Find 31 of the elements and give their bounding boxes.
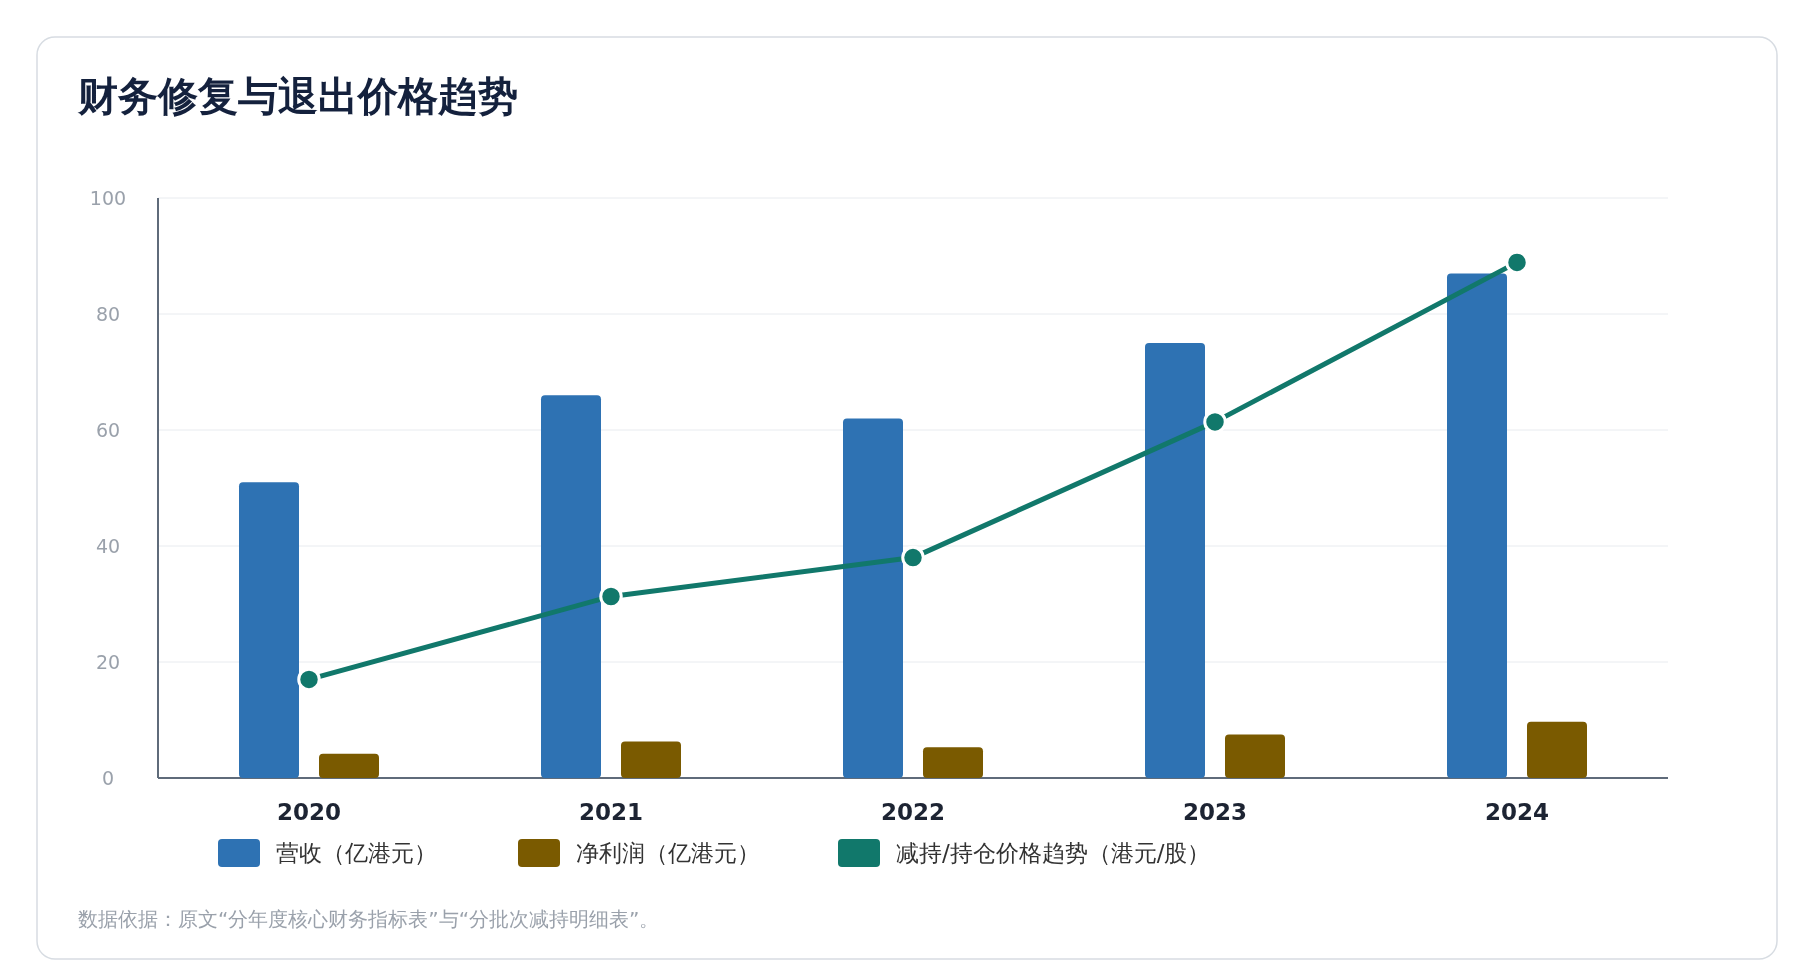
bar (923, 747, 983, 778)
legend-label: 减持/持仓价格趋势（港元/股） (896, 840, 1211, 867)
y-tick-label: 0 (101, 766, 115, 789)
x-tick-label: 2020 (276, 799, 342, 825)
bar (319, 753, 379, 778)
y-tick-label: 60 (95, 418, 121, 441)
bar (1225, 734, 1285, 778)
bar (541, 395, 601, 778)
x-tick-label: 2022 (880, 799, 946, 825)
bar (1527, 721, 1587, 778)
chart-title: 财务修复与退出价格趋势 (77, 73, 518, 119)
point (297, 667, 321, 692)
x-tick-label: 2024 (1484, 799, 1550, 825)
y-tick-label: 20 (95, 650, 121, 673)
bar (1447, 273, 1507, 778)
x-tick-label: 2023 (1182, 799, 1248, 825)
bar (1145, 343, 1205, 778)
text: 数据依据：原文“分年度核心财务指标表”与“分批次减持明细表”。 (78, 907, 660, 931)
point (1505, 250, 1529, 275)
bar (621, 741, 681, 778)
x-tick-label: 2021 (578, 799, 644, 825)
legend-label: 净利润（亿港元） (576, 840, 760, 867)
point (901, 545, 925, 570)
point (599, 584, 623, 609)
y-tick-label: 80 (95, 302, 121, 325)
bar (843, 418, 903, 778)
point (1203, 410, 1227, 434)
y-tick-label: 100 (89, 186, 127, 209)
legend-label: 营收（亿港元） (276, 840, 437, 867)
bar (239, 482, 299, 778)
y-tick-label: 40 (95, 534, 121, 557)
